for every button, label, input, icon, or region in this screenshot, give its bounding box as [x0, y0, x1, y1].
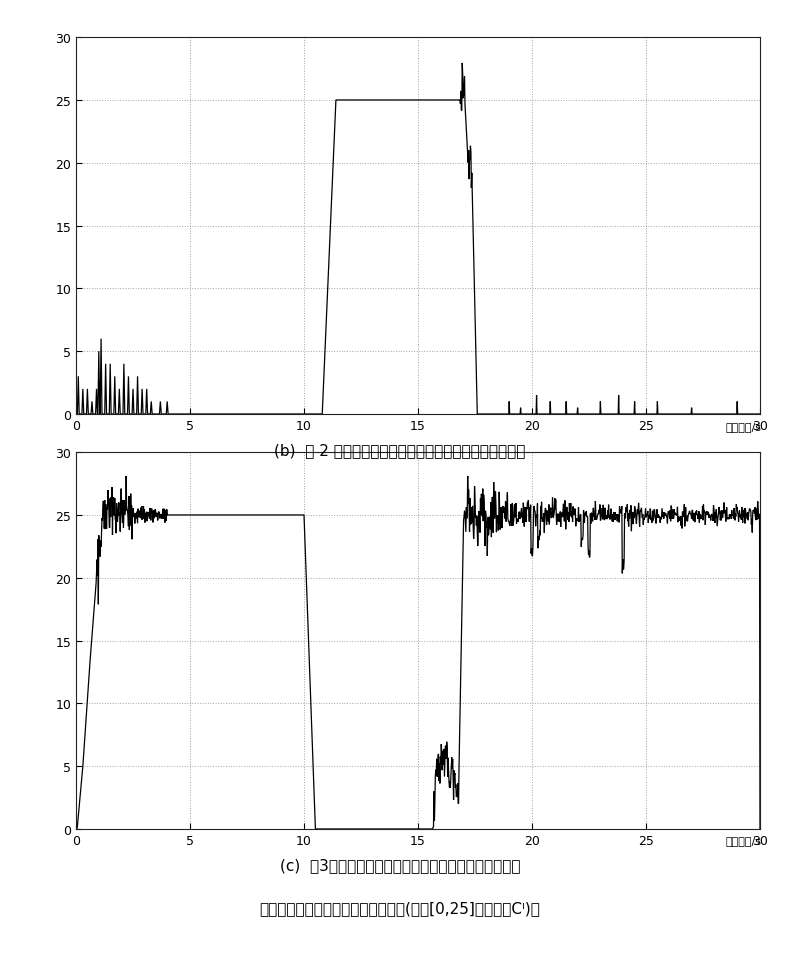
Text: 追踪时间/s: 追踪时间/s	[726, 421, 762, 431]
Text: 滤波器输出値与检测値匹配次数计数(通过[0,25]阀门后的Cᴵ)图: 滤波器输出値与检测値匹配次数计数(通过[0,25]阀门后的Cᴵ)图	[259, 900, 541, 915]
Text: 追踪时间/s: 追踪时间/s	[726, 835, 762, 844]
Text: (b)  第 2 条车道检测値与滤波器输出结果的连续屌配次数: (b) 第 2 条车道检测値与滤波器输出结果的连续屌配次数	[274, 442, 526, 457]
Text: (c)  第3条车道检测値与滤波器输出结果的连续匹配次数: (c) 第3条车道检测値与滤波器输出结果的连续匹配次数	[280, 857, 520, 872]
